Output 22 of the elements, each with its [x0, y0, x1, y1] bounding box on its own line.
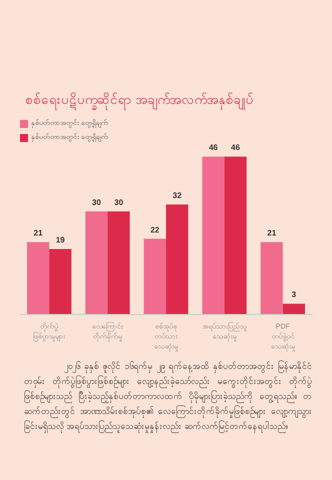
bar [166, 204, 188, 314]
bar [144, 238, 166, 314]
data-label: 46 [208, 143, 218, 152]
bar [27, 242, 50, 314]
bar [49, 249, 72, 314]
data-label: 19 [56, 236, 66, 245]
data-label: 32 [172, 191, 182, 200]
chart-title: စစ်ရေးပဋိပက္ခဆိုင်ရာ အချက်အလက်အနှစ်ချုပ် [25, 92, 254, 110]
bar [202, 156, 224, 314]
data-label: 30 [92, 198, 102, 207]
data-label: 22 [150, 225, 160, 234]
bar [282, 304, 305, 314]
data-label: 21 [34, 228, 44, 238]
data-label: 30 [114, 198, 124, 207]
text: ၂၀၂၆ ခုနှစ် ဇူလိုင် ၁၆ရက်မှ ၂၉ ရက်နေ့အထိ နှစ်ပတ်တာအတွင်း မြန်မာနိုင်ငံတဝှမ်း တိုက်ပွဲဖြစ်ပွားဖြစ်စဉ်များ လျော့နည်းခဲ့သော်လည်း မကွေးတိုင်းအတွင်း တိုက်ပွဲဖြစ်စဉ်များသည် ပြီးခဲ့သည့်နှစ်ပတ်တာကာလထက် ပိုမိုများပြားခဲ့သည်ကို တွေ့ရသည်။ တဆက်တည်းတွင် အာဏာသိမ်းစစ်အုပ်စု၏ လေကြောင်းတိုက်ခိုက်မှုဖြစ်စဉ်များ လျော့ကျသွားခြင်းမရှိသလို အရပ်သားပြည်သူသေဆုံးမှုနှုန်းလည်း ဆက်လက်မြင့်တက်နေရပါသည်။ [24, 360, 312, 435]
data-label: 3 [292, 290, 297, 300]
bar [85, 211, 108, 314]
data-label: 21 [267, 228, 277, 238]
bar [224, 156, 247, 314]
bar [260, 242, 283, 314]
data-label: 46 [231, 143, 240, 152]
bar [108, 211, 130, 314]
